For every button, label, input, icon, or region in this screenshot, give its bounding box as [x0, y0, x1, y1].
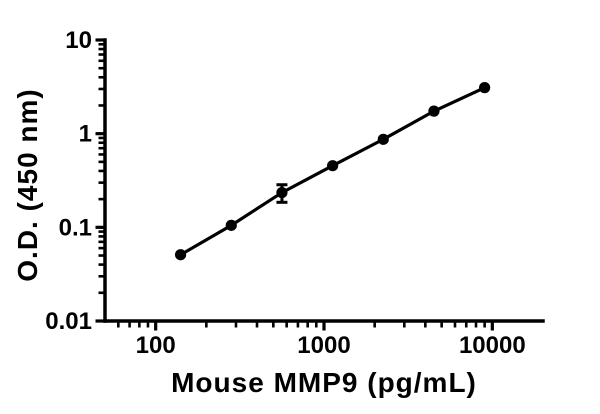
x-axis-title: Mouse MMP9 (pg/mL): [171, 367, 477, 398]
tick-labels: 100 1000 10000 0.01 0.1 1 10: [45, 27, 525, 359]
axis-ticks: [95, 38, 494, 331]
data-point: [479, 82, 491, 94]
y-axis-title: O.D. (450 nm): [12, 88, 43, 281]
data-point: [174, 249, 187, 261]
y-tick-label: 0.1: [59, 214, 92, 241]
x-tick-label: 100: [136, 332, 176, 359]
data-point: [327, 160, 339, 172]
y-tick-label: 1: [79, 121, 92, 148]
data-point: [428, 105, 440, 117]
y-tick-label: 10: [65, 27, 92, 54]
data-series: [174, 82, 491, 261]
data-point: [276, 186, 288, 199]
axes: [103, 38, 545, 323]
x-tick-label: 10000: [459, 332, 526, 359]
data-point: [225, 219, 237, 231]
x-tick-label: 1000: [297, 332, 350, 359]
data-point: [377, 133, 389, 145]
y-tick-label: 0.01: [45, 308, 92, 335]
